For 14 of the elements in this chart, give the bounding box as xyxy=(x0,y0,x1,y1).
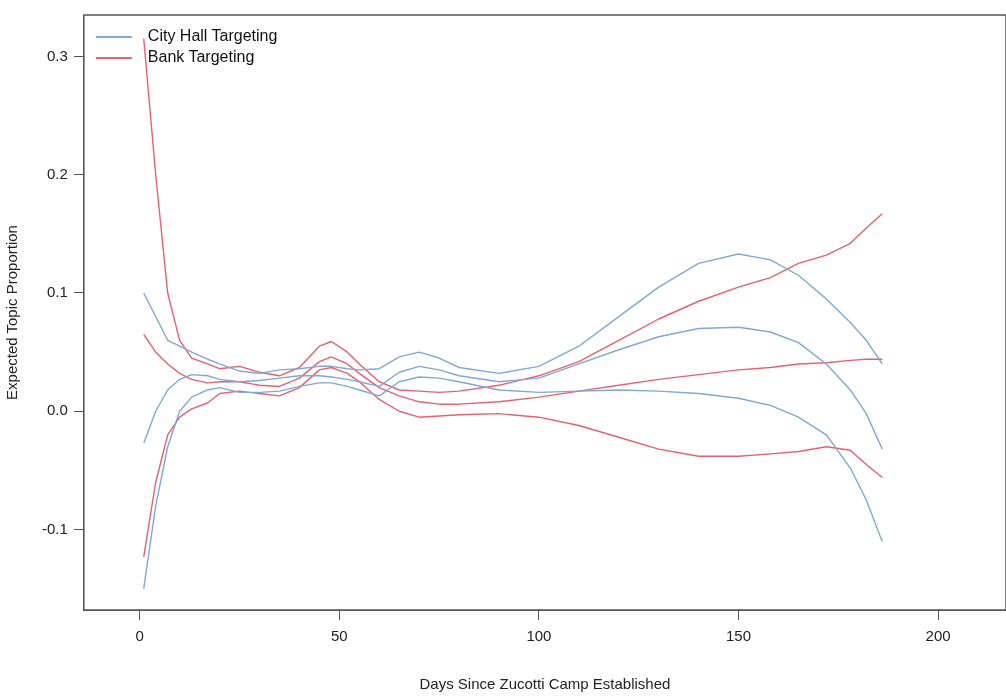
y-tick-label: 0.1 xyxy=(46,283,68,301)
x-tick-label: 0 xyxy=(135,627,144,645)
x-tick-label: 200 xyxy=(925,627,951,645)
x-tick-label: 100 xyxy=(526,627,552,645)
legend-label: City Hall Targeting xyxy=(147,27,278,45)
y-axis-title: Expected Topic Proportion xyxy=(3,225,21,400)
x-tick-label: 50 xyxy=(330,627,348,645)
y-tick-label: 0.0 xyxy=(46,401,68,419)
x-tick-label: 150 xyxy=(726,627,752,645)
y-tick-label: 0.2 xyxy=(46,164,68,182)
x-axis-title: Days Since Zucotti Camp Established xyxy=(419,675,671,693)
y-tick-label: 0.3 xyxy=(46,46,68,64)
y-tick-label: -0.1 xyxy=(41,519,68,537)
legend-label: Bank Targeting xyxy=(147,48,255,66)
